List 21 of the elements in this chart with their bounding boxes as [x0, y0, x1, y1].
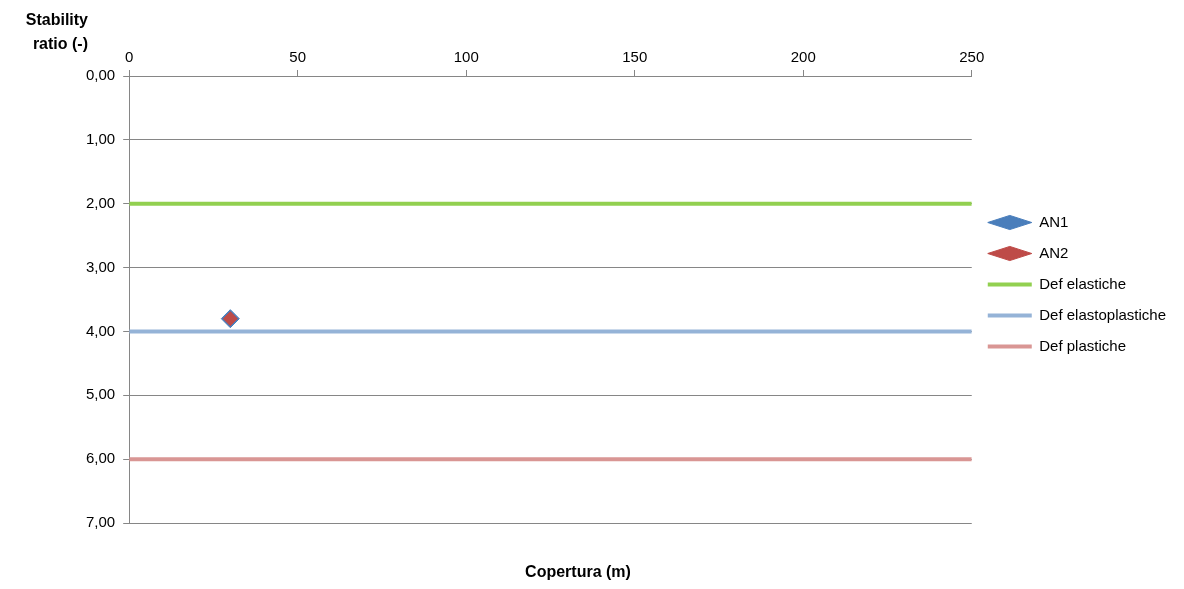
y-axis-title: Stability ratio (-)	[24, 10, 88, 54]
legend-label: AN1	[1039, 212, 1069, 230]
x-tick-label: 250	[959, 48, 985, 66]
x-tick-label: 50	[289, 48, 307, 66]
x-axis-title: Copertura (m)	[524, 563, 632, 581]
legend-label: Def elastoplastiche	[1039, 305, 1167, 323]
x-tick-label: 200	[790, 48, 816, 66]
legend-label: AN2	[1039, 243, 1069, 261]
x-tick-label: 150	[622, 48, 648, 66]
x-tick-label: 0	[125, 48, 134, 66]
x-tick-label: 100	[453, 48, 479, 66]
y-tick-label: 5,00	[85, 385, 116, 403]
y-tick-label: 0,00	[85, 66, 116, 84]
y-tick-label: 2,00	[85, 193, 116, 211]
legend-label: Def elastiche	[1039, 274, 1126, 292]
y-tick-label: 4,00	[85, 321, 116, 339]
y-tick-label: 7,00	[85, 513, 116, 531]
y-tick-label: 3,00	[85, 257, 116, 275]
y-tick-label: 6,00	[85, 449, 116, 467]
y-tick-label: 1,00	[85, 130, 116, 147]
legend-label: Def plastiche	[1039, 336, 1126, 354]
